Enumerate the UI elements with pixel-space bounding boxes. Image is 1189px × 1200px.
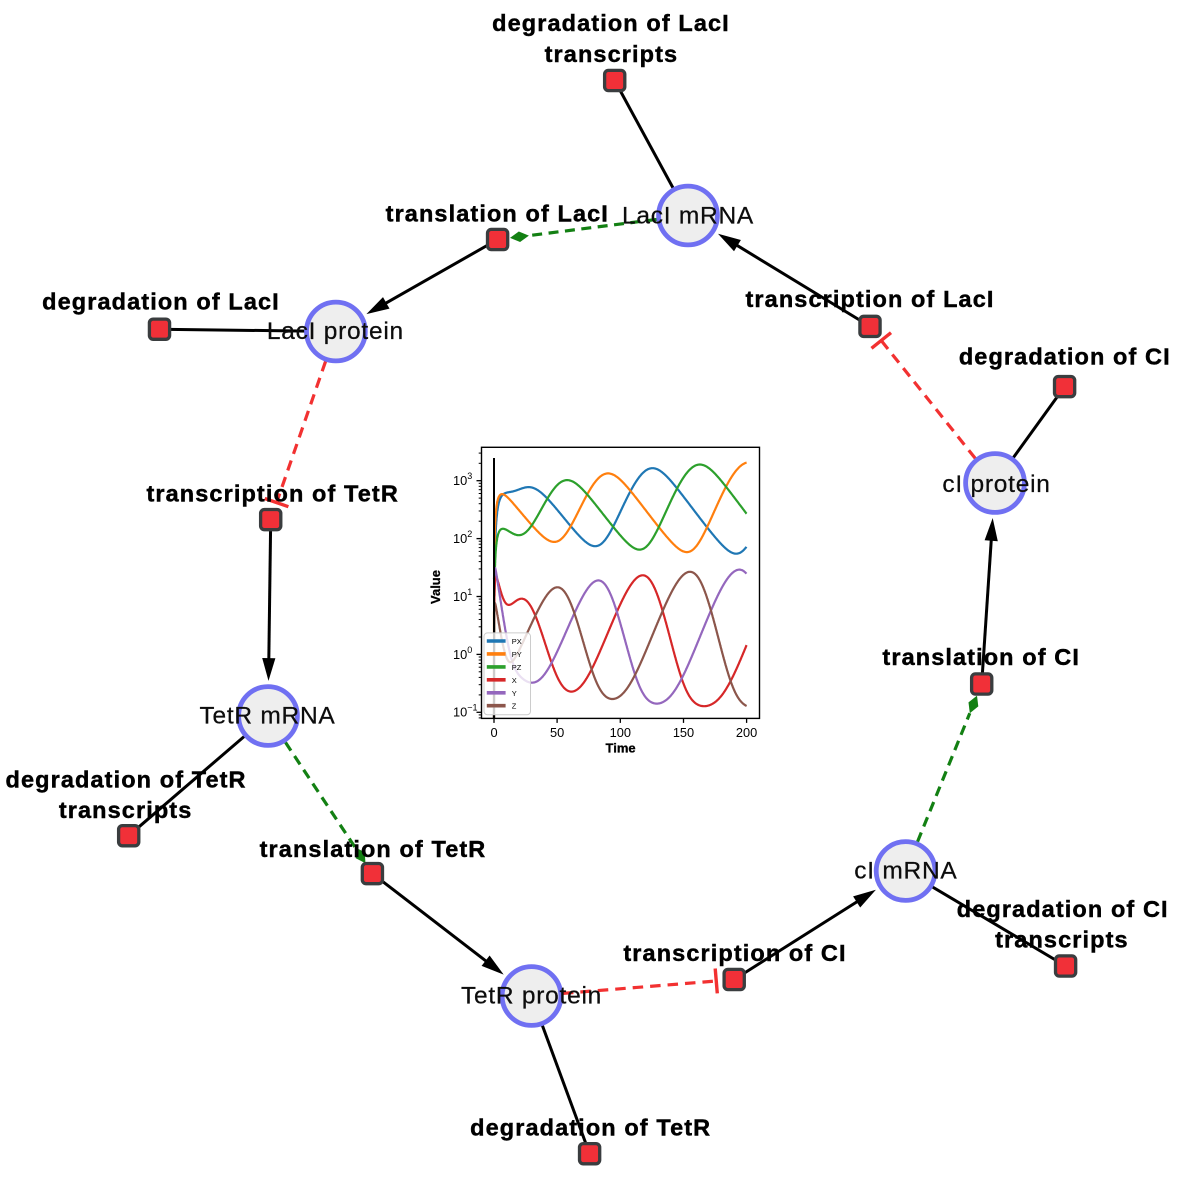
- svg-text:Value: Value: [428, 570, 443, 604]
- svg-text:TetR protein: TetR protein: [461, 983, 602, 1010]
- svg-text:cI protein: cI protein: [942, 471, 1050, 498]
- svg-text:transcription of TetR: transcription of TetR: [146, 481, 398, 507]
- svg-text:transcripts: transcripts: [995, 926, 1129, 952]
- svg-text:X: X: [512, 676, 517, 685]
- svg-text:150: 150: [673, 725, 694, 740]
- svg-text:degradation of TetR: degradation of TetR: [470, 1115, 711, 1141]
- svg-text:50: 50: [550, 725, 564, 740]
- svg-text:transcription of LacI: transcription of LacI: [746, 286, 995, 312]
- svg-text:degradation of LacI: degradation of LacI: [492, 10, 730, 36]
- svg-text:PX: PX: [512, 637, 522, 646]
- svg-text:degradation of CI: degradation of CI: [957, 896, 1169, 922]
- svg-text:LacI protein: LacI protein: [267, 318, 404, 345]
- svg-text:degradation of TetR: degradation of TetR: [6, 766, 247, 792]
- svg-text:transcription of CI: transcription of CI: [623, 940, 846, 966]
- svg-text:degradation of LacI: degradation of LacI: [42, 289, 280, 315]
- svg-text:LacI mRNA: LacI mRNA: [622, 203, 754, 230]
- svg-text:PZ: PZ: [512, 663, 522, 672]
- svg-text:PY: PY: [512, 650, 522, 659]
- svg-text:cI mRNA: cI mRNA: [854, 858, 957, 885]
- svg-text:translation of LacI: translation of LacI: [386, 201, 609, 227]
- svg-text:Y: Y: [512, 689, 517, 698]
- svg-text:200: 200: [736, 725, 757, 740]
- svg-text:Z: Z: [512, 702, 517, 711]
- svg-text:degradation of CI: degradation of CI: [959, 344, 1171, 370]
- svg-text:Time: Time: [606, 741, 636, 756]
- svg-text:transcripts: transcripts: [59, 797, 193, 823]
- svg-text:translation of CI: translation of CI: [882, 644, 1080, 670]
- svg-text:translation of TetR: translation of TetR: [260, 836, 487, 862]
- svg-text:100: 100: [610, 725, 631, 740]
- svg-text:transcripts: transcripts: [545, 41, 679, 67]
- svg-text:0: 0: [490, 725, 497, 740]
- svg-text:TetR mRNA: TetR mRNA: [199, 703, 335, 730]
